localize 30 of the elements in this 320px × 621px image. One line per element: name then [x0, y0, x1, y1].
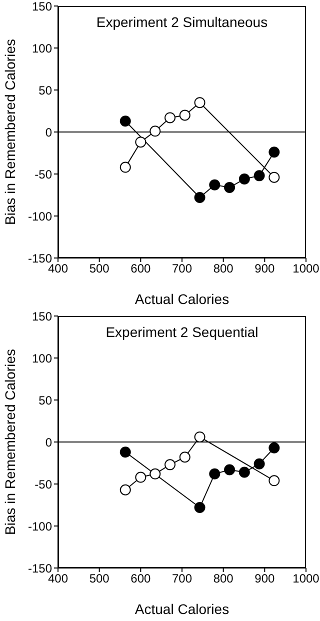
- x-axis-title: Actual Calories: [134, 601, 230, 617]
- y-tick-label: 150: [32, 309, 52, 324]
- x-tick-label: 500: [89, 262, 110, 276]
- x-axis-title: Actual Calories: [134, 291, 230, 307]
- y-tick-label: -50: [34, 477, 52, 492]
- y-tick-label: 150: [32, 0, 52, 14]
- x-tick-label: 700: [172, 572, 192, 586]
- x-tick-label: 500: [89, 572, 110, 586]
- y-tick-label: 0: [45, 435, 52, 450]
- y-tick-label: 0: [45, 125, 52, 140]
- x-tick-label: 600: [130, 572, 151, 586]
- y-axis-title: Bias in Remembered Calories: [2, 39, 18, 225]
- x-tick-label: 800: [213, 572, 234, 586]
- x-tick-label: 600: [130, 262, 151, 276]
- y-tick-label: -100: [28, 519, 52, 534]
- y-tick-label: 100: [32, 41, 52, 56]
- y-tick-label: 100: [32, 351, 52, 366]
- x-tick-label: 1000: [292, 572, 320, 586]
- x-tick-label: 900: [254, 572, 275, 586]
- y-tick-label: -50: [34, 167, 52, 182]
- text: Experiment 2 Sequential: [104, 324, 260, 340]
- y-axis-title: Bias in Remembered Calories: [2, 349, 18, 535]
- x-tick-label: 900: [254, 262, 275, 276]
- y-tick-label: 50: [38, 393, 52, 408]
- y-tick-label: -100: [28, 209, 52, 224]
- text: Experiment 2 Simultaneous: [95, 14, 269, 30]
- x-tick-label: 800: [213, 262, 234, 276]
- x-tick-label: 1000: [292, 262, 320, 276]
- y-tick-label: 50: [38, 83, 52, 98]
- x-tick-label: 700: [172, 262, 192, 276]
